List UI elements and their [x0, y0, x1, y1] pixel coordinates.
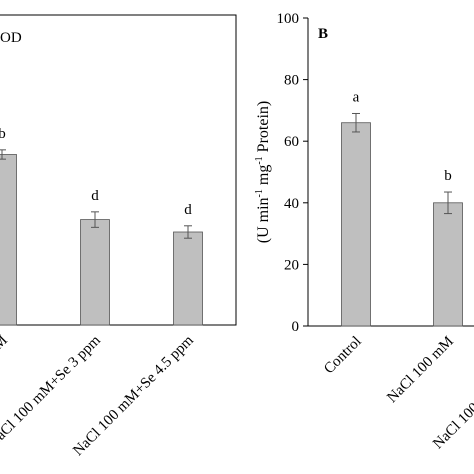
- bar: [433, 202, 463, 327]
- significance-letter: b: [0, 126, 6, 142]
- label-part: mg: [255, 165, 272, 189]
- label-part: (U min: [255, 197, 272, 243]
- y-tick-label: 40: [284, 196, 299, 212]
- x-tick-label: NaCl 100 mM: [0, 333, 11, 406]
- bar: [173, 231, 203, 326]
- bar: [0, 154, 17, 326]
- chart-title: B: [318, 26, 328, 42]
- significance-letter: a: [353, 89, 360, 105]
- y-tick-label: 60: [284, 134, 299, 150]
- significance-letter: b: [444, 168, 452, 184]
- bar: [80, 219, 110, 326]
- significance-letter: d: [184, 202, 192, 218]
- x-tick-label: NaCl 100 mM: [384, 334, 457, 407]
- y-tick-label: 20: [284, 257, 299, 273]
- x-tick-label: Control: [321, 334, 365, 378]
- superscript: -1: [254, 189, 265, 197]
- significance-letter: d: [91, 188, 99, 204]
- y-tick-label: 100: [277, 11, 300, 27]
- superscript: -1: [254, 156, 265, 164]
- y-tick-label: 80: [284, 73, 299, 89]
- chart-title: OD: [0, 30, 22, 46]
- y-tick-label: 0: [292, 319, 300, 335]
- bar: [341, 122, 371, 327]
- y-axis-label: (U min-1 mg-1 Protein): [254, 101, 272, 243]
- label-part: Protein): [255, 101, 272, 157]
